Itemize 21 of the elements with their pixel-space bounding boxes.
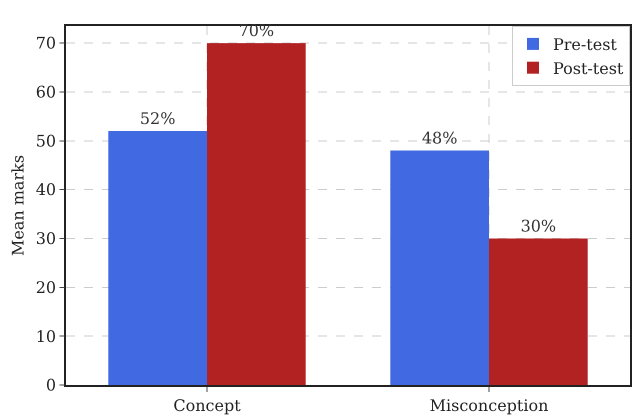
y-tick-label: 60	[36, 82, 56, 102]
bar	[489, 238, 588, 385]
data-label: 70%	[238, 21, 274, 40]
y-tick-label: 50	[36, 131, 56, 150]
x-tick-label: Misconception	[430, 396, 548, 415]
x-tick-label: Concept	[173, 396, 242, 415]
data-label: 52%	[140, 109, 176, 128]
y-tick-label: 10	[36, 326, 56, 346]
bar	[108, 131, 207, 385]
bar	[207, 43, 306, 385]
y-tick-label: 70	[36, 34, 56, 53]
y-axis-title: Mean marks	[8, 154, 28, 256]
data-label: 30%	[520, 216, 556, 236]
legend-label: Post-test	[553, 58, 624, 78]
y-tick-label: 20	[36, 278, 56, 297]
data-label: 48%	[422, 128, 458, 148]
y-tick-label: 30	[36, 229, 56, 248]
legend-label: Pre-test	[553, 35, 618, 54]
bar	[390, 150, 489, 385]
y-tick-label: 40	[36, 180, 56, 200]
y-tick-label: 0	[46, 376, 56, 395]
